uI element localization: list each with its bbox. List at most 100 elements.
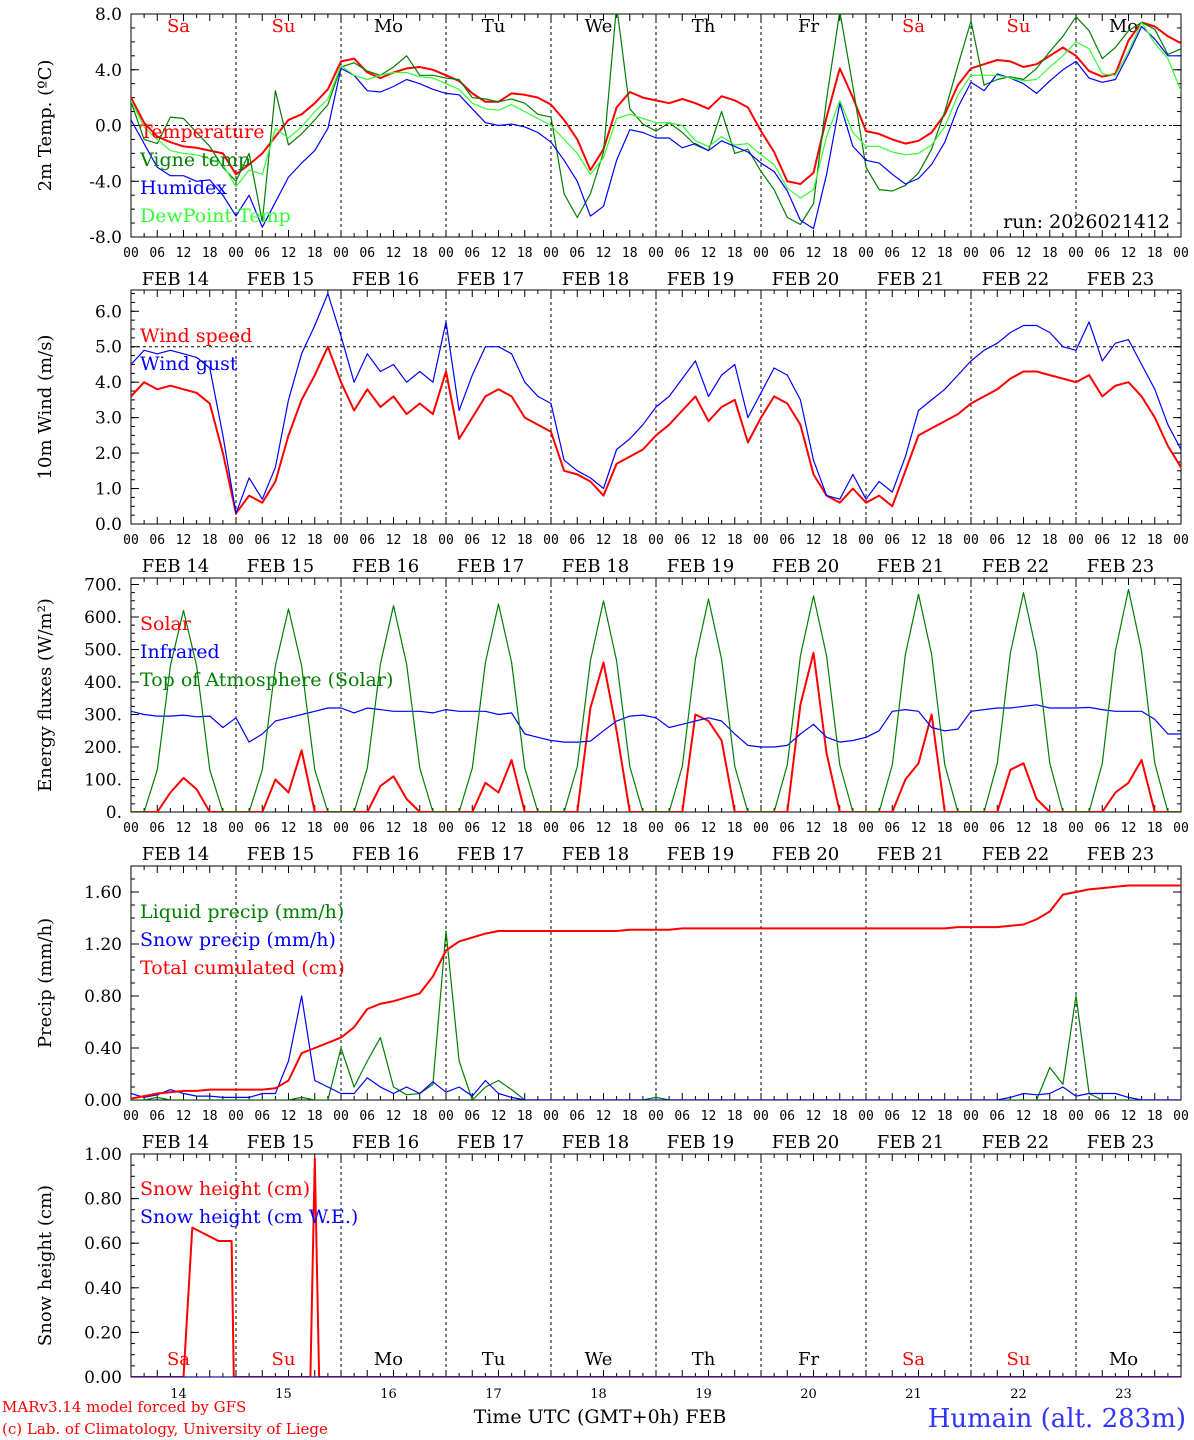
weekday-label: Mo [1109,1349,1138,1370]
hour-tick-label: 00 [1173,533,1189,548]
hour-tick-label: 12 [281,246,297,261]
hour-tick-label: 18 [307,246,323,261]
legend-entry: Wind speed [140,325,252,347]
hour-tick-label: 12 [386,1109,402,1124]
y-tick-label: 8.0 [95,5,122,25]
hour-tick-label: 06 [989,246,1005,261]
series-line-liquid-precip-mm-h- [131,930,1181,1100]
hour-tick-label: 18 [832,1109,848,1124]
hour-tick-label: 00 [438,246,454,261]
hour-tick-label: 18 [517,246,533,261]
y-tick-label: 0.0 [95,515,122,535]
y-axis-title: 10m Wind (m/s) [35,335,56,480]
y-tick-label: 0.40 [84,1039,122,1059]
date-label: FEB 21 [877,844,944,865]
date-label: FEB 16 [352,556,419,577]
hour-tick-label: 06 [884,1109,900,1124]
hour-tick-label: 12 [281,1109,297,1124]
date-label: FEB 18 [562,1132,629,1153]
hour-tick-label: 18 [832,533,848,548]
hour-tick-label: 18 [727,821,743,836]
series-line-snow-height-cm- [131,1157,1181,1377]
hour-tick-label: 06 [674,1109,690,1124]
hour-tick-label: 12 [1016,1109,1032,1124]
hour-tick-label: 06 [779,533,795,548]
legend-entry: DewPoint Temp [140,205,291,227]
hour-tick-label: 00 [858,246,874,261]
hour-tick-label: 00 [1068,1109,1084,1124]
hour-tick-label: 18 [1147,1109,1163,1124]
legend-entry: Total cumulated (cm) [140,957,345,979]
hour-tick-label: 12 [491,821,507,836]
hour-tick-label: 12 [596,246,612,261]
hour-tick-label: 18 [307,1109,323,1124]
hour-tick-label: 12 [491,1109,507,1124]
hour-tick-label: 06 [569,1109,585,1124]
hour-tick-label: 06 [464,1109,480,1124]
legend-entry: Snow height (cm W.E.) [140,1206,358,1228]
hour-tick-label: 06 [149,821,165,836]
hour-tick-label: 06 [989,533,1005,548]
y-tick-label: 0.20 [84,1323,122,1343]
weekday-label: Tu [482,16,506,37]
panel-3: 700. 600. 500. 400. 300. 200. 100. 0. Energy flu… [35,576,1189,866]
hour-tick-label: 12 [386,246,402,261]
weekday-label: Mo [374,1349,403,1370]
hour-tick-label: 18 [412,533,428,548]
hour-tick-label: 00 [333,246,349,261]
weekday-label: Th [692,16,716,37]
date-label: FEB 15 [247,1132,314,1153]
series-group [131,588,1181,812]
hour-tick-label: 12 [596,533,612,548]
weekday-label: Su [1007,1349,1031,1370]
hour-tick-label: 00 [123,533,139,548]
weekday-label: Tu [482,1349,506,1370]
legend-entry: Temperature [140,121,264,143]
hour-tick-label: 18 [622,821,638,836]
weekday-label: Su [272,16,296,37]
date-label: FEB 22 [982,556,1049,577]
y-tick-label: 0.0 [95,117,122,137]
y-tick-label: 0.80 [84,987,122,1007]
legend-entry: Top of Atmosphere (Solar) [140,669,393,691]
series-line-infrared [131,704,1181,748]
y-tick-label: 1.0 [95,480,122,500]
y-tick-label: 4.0 [95,373,122,393]
station-name: Humain (alt. 283m) [928,1404,1186,1434]
series-group [131,14,1181,230]
date-label: FEB 17 [457,844,524,865]
series-line-snow-precip-mm-h- [131,995,1181,1100]
hour-tick-label: 00 [123,1109,139,1124]
hour-tick-label: 18 [937,533,953,548]
hour-tick-label: 12 [281,533,297,548]
hour-tick-label: 06 [254,533,270,548]
hour-tick-label: 06 [884,821,900,836]
date-label: FEB 18 [562,269,629,290]
hour-tick-label: 12 [596,821,612,836]
weekday-label: Sa [902,16,925,37]
panel-5: 1.00 0.80 0.60 0.40 0.20 0.00 Snow height (cm)… [35,1145,1182,1402]
hour-tick-label: 06 [779,821,795,836]
hour-tick-label: 06 [674,246,690,261]
hour-tick-label: 06 [1094,821,1110,836]
hour-tick-label: 12 [806,246,822,261]
y-tick-label: 200. [84,738,122,758]
y-tick-label: 0. [106,803,122,823]
hour-tick-label: 00 [1173,1109,1189,1124]
series-line-wind-speed [131,345,1181,515]
hour-tick-label: 00 [543,1109,559,1124]
hour-tick-label: 12 [701,246,717,261]
hour-tick-label: 18 [937,1109,953,1124]
hour-tick-label: 00 [858,1109,874,1124]
y-tick-label: 1.60 [84,883,122,903]
hour-tick-label: 12 [911,533,927,548]
day-number-label: 20 [800,1387,817,1402]
date-label: FEB 17 [457,556,524,577]
y-tick-label: 4.0 [95,61,122,81]
y-tick-label: 300. [84,706,122,726]
date-label: FEB 18 [562,844,629,865]
date-label: FEB 15 [247,844,314,865]
hour-tick-label: 18 [1147,533,1163,548]
hour-tick-label: 00 [753,1109,769,1124]
